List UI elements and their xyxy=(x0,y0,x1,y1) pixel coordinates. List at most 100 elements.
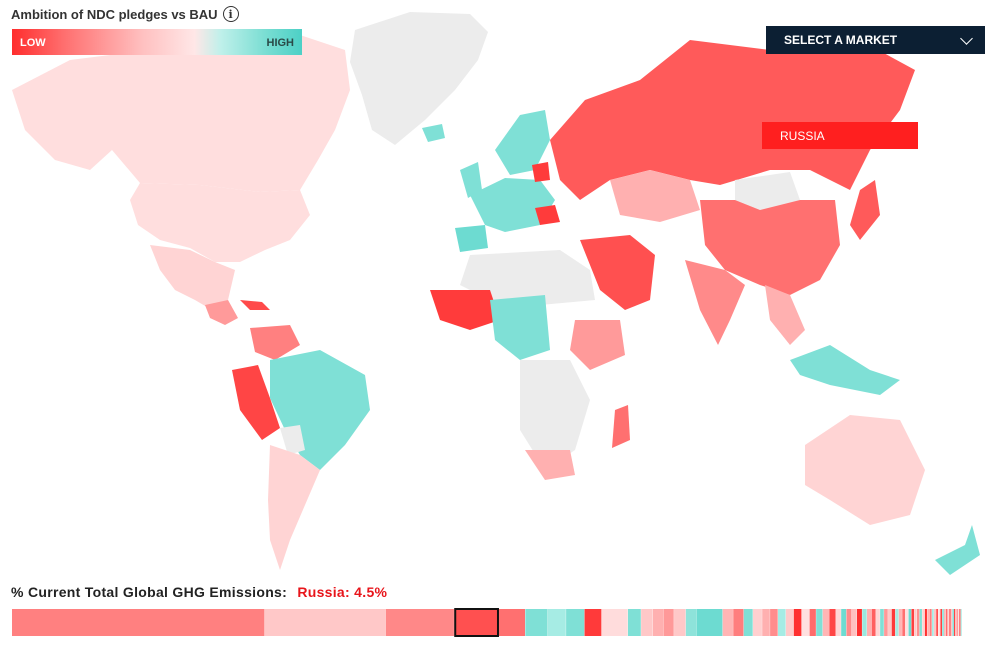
southeast-asia[interactable] xyxy=(765,285,805,345)
emissions-segment[interactable] xyxy=(856,609,862,636)
emissions-segment[interactable] xyxy=(891,609,896,636)
southern-africa[interactable] xyxy=(520,360,590,470)
emissions-segment[interactable] xyxy=(601,609,628,636)
emissions-segment[interactable] xyxy=(929,609,932,636)
emissions-segment[interactable] xyxy=(264,609,386,636)
emissions-segment[interactable] xyxy=(809,609,816,636)
bolivia[interactable] xyxy=(280,425,305,455)
emissions-segment[interactable] xyxy=(902,609,906,636)
emissions-segment[interactable] xyxy=(816,609,823,636)
ecuador-peru[interactable] xyxy=(232,365,280,440)
alaska[interactable] xyxy=(12,60,112,170)
emissions-segment[interactable] xyxy=(770,609,778,636)
emissions-segment[interactable] xyxy=(566,609,585,636)
info-icon[interactable]: i xyxy=(222,6,239,22)
china[interactable] xyxy=(700,200,840,295)
canada[interactable] xyxy=(70,35,350,192)
emissions-segment[interactable] xyxy=(785,609,794,636)
emissions-segment[interactable] xyxy=(938,609,941,636)
madagascar[interactable] xyxy=(612,405,630,448)
emissions-segment[interactable] xyxy=(871,609,876,636)
emissions-segment[interactable] xyxy=(959,609,961,636)
mongolia[interactable] xyxy=(735,172,800,210)
emissions-segment[interactable] xyxy=(947,609,950,636)
emissions-segment[interactable] xyxy=(944,609,946,636)
select-market-dropdown[interactable]: SELECT A MARKET xyxy=(766,26,985,54)
cuba[interactable] xyxy=(240,300,270,310)
iceland[interactable] xyxy=(422,124,445,142)
emissions-segment[interactable] xyxy=(954,609,956,636)
emissions-segment[interactable] xyxy=(945,609,948,636)
emissions-segment[interactable] xyxy=(905,609,909,636)
emissions-segment[interactable] xyxy=(652,609,664,636)
emissions-segment[interactable] xyxy=(922,609,925,636)
emissions-segment[interactable] xyxy=(733,609,744,636)
emissions-segment[interactable] xyxy=(934,609,936,636)
emissions-segment[interactable] xyxy=(762,609,770,636)
emissions-segment[interactable] xyxy=(525,609,548,636)
emissions-segment[interactable] xyxy=(960,609,962,636)
emissions-segment[interactable] xyxy=(919,609,922,636)
north-america[interactable] xyxy=(12,12,488,325)
emissions-segment[interactable] xyxy=(914,609,917,636)
russia[interactable] xyxy=(550,40,915,200)
australia[interactable] xyxy=(805,415,925,525)
emissions-segment[interactable] xyxy=(958,609,960,636)
emissions-segment[interactable] xyxy=(908,609,912,636)
greenland[interactable] xyxy=(350,12,488,145)
india[interactable] xyxy=(685,260,745,345)
western-europe[interactable] xyxy=(470,178,555,232)
emissions-segment[interactable] xyxy=(916,609,920,636)
new-zealand[interactable] xyxy=(935,525,980,575)
middle-east[interactable] xyxy=(580,235,655,310)
emissions-segment[interactable] xyxy=(584,609,602,636)
emissions-segment[interactable] xyxy=(674,609,686,636)
kazakhstan[interactable] xyxy=(610,170,700,222)
east-africa[interactable] xyxy=(570,320,625,370)
baltic-red[interactable] xyxy=(532,162,550,182)
central-america[interactable] xyxy=(205,300,238,325)
emissions-segment[interactable] xyxy=(936,609,939,636)
emissions-segment[interactable] xyxy=(862,609,867,636)
emissions-segment[interactable] xyxy=(778,609,786,636)
emissions-segment[interactable] xyxy=(942,609,944,636)
emissions-segment[interactable] xyxy=(722,609,733,636)
japan[interactable] xyxy=(850,180,880,240)
emissions-segment[interactable] xyxy=(895,609,899,636)
emissions-segment[interactable] xyxy=(950,609,953,636)
emissions-segment-selected[interactable] xyxy=(454,609,499,636)
emissions-segment[interactable] xyxy=(829,609,836,636)
emissions-segment[interactable] xyxy=(547,609,566,636)
emissions-segment[interactable] xyxy=(884,609,888,636)
europe[interactable] xyxy=(422,110,560,252)
emissions-segment[interactable] xyxy=(12,609,265,636)
emissions-segment[interactable] xyxy=(696,609,723,636)
balkan-red[interactable] xyxy=(535,205,560,225)
emissions-segment[interactable] xyxy=(793,609,802,636)
emissions-segment[interactable] xyxy=(663,609,674,636)
emissions-segment[interactable] xyxy=(866,609,872,636)
north-africa[interactable] xyxy=(460,250,595,305)
emissions-segment[interactable] xyxy=(685,609,697,636)
colombia-venezuela[interactable] xyxy=(250,325,300,360)
indonesia[interactable] xyxy=(790,345,900,395)
mexico[interactable] xyxy=(150,245,235,310)
emissions-segment[interactable] xyxy=(888,609,892,636)
emissions-segment[interactable] xyxy=(931,609,934,636)
emissions-segment[interactable] xyxy=(835,609,841,636)
emissions-segment[interactable] xyxy=(743,609,753,636)
emissions-segment[interactable] xyxy=(875,609,880,636)
iberia[interactable] xyxy=(455,225,488,252)
emissions-segment[interactable] xyxy=(627,609,641,636)
oceania[interactable] xyxy=(805,415,980,575)
asia[interactable] xyxy=(550,40,915,395)
emissions-segment[interactable] xyxy=(924,609,927,636)
emissions-segment[interactable] xyxy=(846,609,852,636)
emissions-segment[interactable] xyxy=(841,609,847,636)
africa[interactable] xyxy=(430,250,630,480)
emissions-segment[interactable] xyxy=(956,609,958,636)
emissions-share-bar[interactable] xyxy=(12,608,962,637)
south-america[interactable] xyxy=(232,325,370,570)
emissions-segment[interactable] xyxy=(641,609,653,636)
